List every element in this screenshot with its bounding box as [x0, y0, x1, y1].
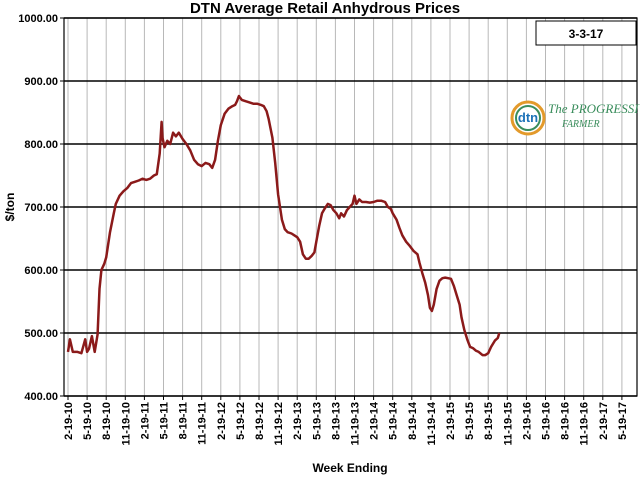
- x-tick-label: 11-19-16: [579, 402, 591, 445]
- logo-sub-text: FARMER: [561, 119, 600, 130]
- x-axis-label: Week Ending: [312, 461, 387, 475]
- x-tick-label: 5-19-13: [311, 402, 323, 440]
- x-tick-label: 2-19-16: [521, 402, 533, 440]
- x-tick-label: 8-19-16: [560, 402, 572, 440]
- x-tick-label: 5-19-14: [388, 401, 400, 440]
- y-tick-label: 1000.00: [18, 13, 58, 25]
- x-tick-label: 11-19-10: [120, 402, 132, 445]
- x-tick-label: 8-19-14: [407, 401, 419, 440]
- y-tick-label: 400.00: [24, 391, 58, 403]
- y-tick-label: 900.00: [24, 76, 58, 88]
- y-axis-ticks: 400.00 500.00 600.00 700.00 800.00 900.00 1000…: [18, 13, 64, 403]
- x-tick-label: 11-19-11: [197, 402, 209, 445]
- y-tick-label: 700.00: [24, 202, 58, 214]
- x-tick-label: 2-19-17: [598, 402, 610, 440]
- y-tick-label: 800.00: [24, 139, 58, 151]
- x-tick-label: 5-19-17: [617, 402, 629, 440]
- x-tick-label: 8-19-10: [101, 402, 113, 440]
- x-tick-label: 2-19-15: [445, 402, 457, 440]
- x-tick-label: 5-19-11: [159, 402, 171, 439]
- date-box: 3-3-17: [535, 20, 637, 46]
- y-tick-label: 500.00: [24, 328, 58, 340]
- x-tick-label: 11-19-13: [350, 402, 362, 445]
- x-tick-label: 8-19-12: [254, 402, 266, 440]
- x-tick-label: 2-19-11: [139, 402, 151, 439]
- x-tick-label: 8-19-15: [483, 402, 495, 440]
- y-tick-label: 600.00: [24, 265, 58, 277]
- x-tick-label: 2-19-14: [369, 401, 381, 440]
- x-tick-label: 8-19-13: [330, 402, 342, 440]
- x-tick-label: 5-19-16: [541, 402, 553, 440]
- x-tick-label: 5-19-15: [464, 402, 476, 440]
- x-tick-label: 11-19-12: [273, 402, 285, 445]
- x-axis-ticks: 2-19-10 5-19-10 8-19-10 11-19-10 2-19-11 5-19…: [63, 396, 629, 445]
- x-tick-label: 11-19-15: [502, 402, 514, 445]
- logo-inner-ring-icon: [515, 105, 541, 131]
- anhydrous-price-line: [66, 94, 501, 357]
- logo-badge-text: dtn: [518, 110, 538, 125]
- y-axis-label: $/ton: [3, 193, 17, 222]
- progressive-farmer-logo: dtn The PROGRESSIVE FARMER: [510, 100, 640, 136]
- date-label: 3-3-17: [569, 27, 604, 41]
- chart-title: DTN Average Retail Anhydrous Prices: [190, 0, 460, 17]
- x-tick-label: 5-19-12: [235, 402, 247, 440]
- x-tick-label: 11-19-14: [426, 401, 438, 445]
- x-tick-label: 5-19-10: [82, 402, 94, 440]
- x-tick-label: 2-19-13: [292, 402, 304, 440]
- x-tick-label: 8-19-11: [178, 402, 190, 439]
- logo-main-text: The PROGRESSIVE: [548, 101, 640, 116]
- x-tick-label: 2-19-10: [63, 402, 75, 440]
- x-tick-label: 2-19-12: [216, 402, 228, 440]
